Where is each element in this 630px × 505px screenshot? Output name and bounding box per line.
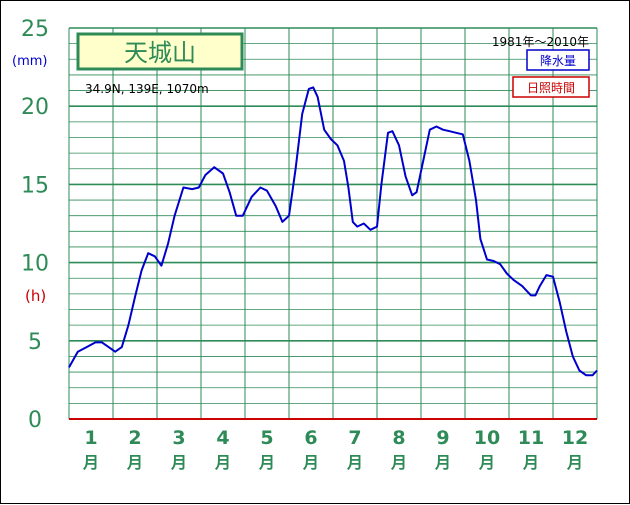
y-tick-label: 15 — [21, 173, 49, 198]
x-tick-label-month: 11 — [518, 427, 544, 449]
x-tick-label-unit: 月 — [390, 453, 407, 472]
x-tick-label-month: 4 — [216, 427, 229, 449]
x-tick-label-unit: 月 — [566, 453, 583, 472]
station-location: 34.9N, 139E, 1070m — [85, 82, 209, 96]
x-tick-label-unit: 月 — [214, 453, 231, 472]
y-axis-unit-mm: (mm) — [12, 54, 47, 69]
x-tick-label-unit: 月 — [258, 453, 275, 472]
x-tick-label-unit: 月 — [478, 453, 495, 472]
y-tick-label: 0 — [28, 408, 42, 433]
legend-precipitation: 降水量 — [540, 54, 576, 68]
x-tick-label-month: 5 — [260, 427, 273, 449]
x-tick-label-month: 10 — [474, 427, 500, 449]
y-tick-label: 10 — [21, 252, 49, 277]
x-tick-label-month: 9 — [436, 427, 449, 449]
period-label: 1981年〜2010年 — [492, 35, 589, 49]
title-box — [76, 32, 244, 71]
y-axis-unit-h: (h) — [25, 287, 46, 305]
y-tick-label: 20 — [21, 95, 49, 120]
y-tick-label: 5 — [28, 330, 42, 355]
x-tick-label-month: 12 — [562, 427, 588, 449]
series-layer — [68, 86, 598, 377]
legend-sunshine: 日照時間 — [527, 81, 575, 95]
x-tick-label-unit: 月 — [434, 453, 451, 472]
x-tick-label-month: 8 — [392, 427, 405, 449]
legend-precipitation-box — [526, 49, 590, 71]
legend-sunshine-box — [512, 76, 590, 98]
grid-layer — [68, 27, 598, 420]
x-tick-label-unit: 月 — [522, 453, 539, 472]
x-tick-label-unit: 月 — [346, 453, 363, 472]
x-tick-label-month: 7 — [348, 427, 361, 449]
x-tick-label-month: 1 — [84, 427, 97, 449]
x-tick-label-month: 2 — [128, 427, 141, 449]
x-tick-label-month: 3 — [172, 427, 185, 449]
x-tick-label-month: 6 — [304, 427, 317, 449]
y-tick-label: 25 — [21, 17, 49, 42]
series-line-precipitation — [68, 86, 598, 377]
x-tick-label-unit: 月 — [126, 453, 143, 472]
axis-layer: 0 5 10 15 20 25 1 月 2 月 3 月 4 月 5 月 6 月 7 月 8 月 9 月 10 月 11 月 12 月 — [21, 17, 597, 472]
chart-title: 天城山 — [124, 39, 196, 67]
x-tick-label-unit: 月 — [302, 453, 319, 472]
x-tick-label-unit: 月 — [170, 453, 187, 472]
x-tick-label-unit: 月 — [82, 453, 99, 472]
